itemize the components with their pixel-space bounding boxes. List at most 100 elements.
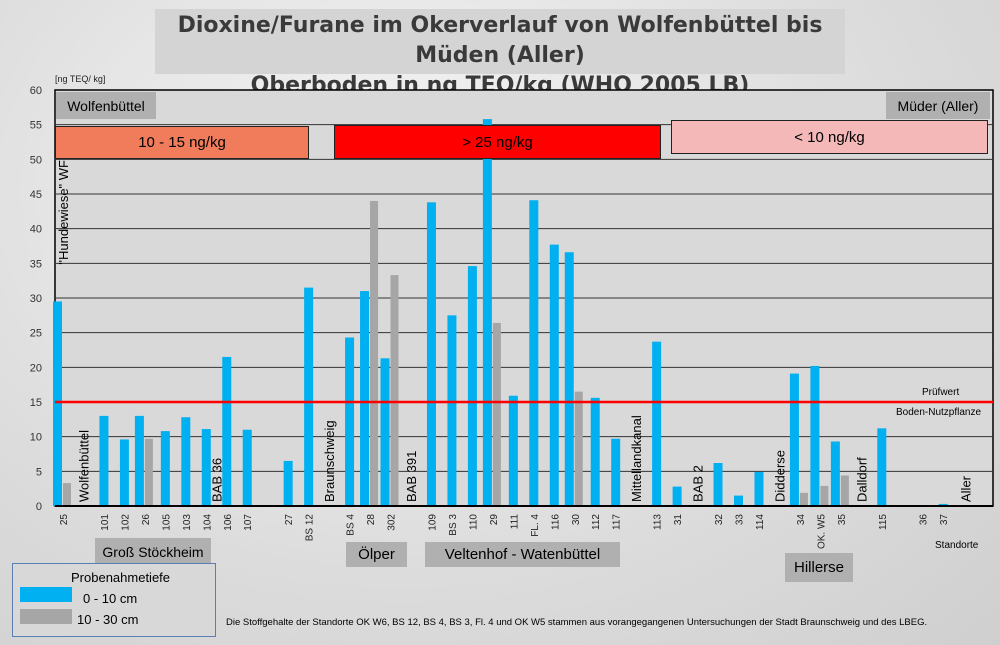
bar-0-10cm xyxy=(99,415,109,506)
region-text: Veltenhof - Watenbüttel xyxy=(444,546,601,563)
range-box-10-15: 10 - 15 ng/kg xyxy=(55,126,309,159)
bar-0-10cm xyxy=(734,495,744,506)
range-box-over-25: > 25 ng/kg xyxy=(334,125,661,159)
bar-0-10cm xyxy=(283,460,293,506)
bar-0-10cm xyxy=(672,486,682,506)
y-tick-label: 55 xyxy=(30,120,42,132)
legend-label-10-30: 10 - 30 cm xyxy=(77,612,139,627)
bar-0-10cm xyxy=(467,266,477,506)
x-tick-label: 32 xyxy=(714,514,725,526)
threshold-label-pruefwert: Prüfwert xyxy=(922,387,960,398)
bar-0-10cm xyxy=(482,119,492,507)
region-gross-stoeckheim: Groß Stöckheim xyxy=(95,538,211,565)
y-tick-label: 35 xyxy=(30,258,42,270)
bar-0-10cm xyxy=(380,358,390,506)
x-tick-label: BS 4 xyxy=(346,514,357,536)
x-tick-label: 109 xyxy=(427,514,438,531)
bar-0-10cm xyxy=(53,301,62,506)
y-tick-label: 30 xyxy=(30,293,42,305)
bar-0-10cm xyxy=(447,315,457,506)
range-label: > 25 ng/kg xyxy=(462,133,533,151)
bar-0-10cm xyxy=(181,417,191,506)
region-label-wolfenbuettel: Wolfenbüttel xyxy=(56,92,156,119)
bar-0-10cm xyxy=(201,429,211,506)
annotation-label: BAB 391 xyxy=(404,451,419,502)
title-line-1: Dioxine/Furane im Okerverlauf von Wolfen… xyxy=(177,13,823,68)
bar-0-10cm xyxy=(789,373,799,506)
bar-0-10cm xyxy=(242,429,252,506)
bar-0-10cm xyxy=(119,439,129,506)
y-tick-label: 10 xyxy=(30,432,42,444)
x-tick-label: 35 xyxy=(837,514,848,526)
x-tick-label: 33 xyxy=(735,514,746,526)
region-hillerse: Hillerse xyxy=(785,553,853,582)
region-top-left-text: Wolfenbüttel xyxy=(67,97,145,114)
legend-swatch-0-10 xyxy=(20,587,72,602)
annotation-label: Aller xyxy=(959,475,974,502)
y-tick-label: 5 xyxy=(36,466,42,478)
y-tick-label: 25 xyxy=(30,328,42,340)
x-tick-label: 101 xyxy=(100,514,111,531)
x-tick-label: BS 12 xyxy=(305,514,316,542)
bar-0-10cm xyxy=(134,415,144,506)
x-tick-label: OK. W5 xyxy=(816,514,827,549)
x-tick-label: 112 xyxy=(591,514,602,530)
y-tick-label: 15 xyxy=(30,397,42,409)
region-top-right-text: Müder (Aller) xyxy=(897,97,979,114)
x-tick-label: 27 xyxy=(284,514,295,526)
annotation-label: Mittellandkanal xyxy=(629,415,644,502)
bar-0-10cm xyxy=(830,441,840,506)
x-tick-label: 34 xyxy=(796,514,807,526)
bar-10-30cm xyxy=(574,391,583,506)
annotation-label: BAB 2 xyxy=(691,465,706,502)
x-tick-label: 36 xyxy=(919,514,930,526)
x-tick-label: 37 xyxy=(939,514,950,526)
bar-0-10cm xyxy=(529,200,539,507)
y-tick-label: 45 xyxy=(30,189,42,201)
region-text: Ölper xyxy=(358,546,395,563)
region-text: Hillerse xyxy=(793,559,844,576)
legend-swatch-10-30 xyxy=(20,609,72,624)
bar-0-10cm xyxy=(810,365,820,506)
bar-0-10cm xyxy=(160,431,170,506)
annotation-label: Wolfenbüttel xyxy=(76,430,91,502)
bar-10-30cm xyxy=(799,492,808,506)
bar-0-10cm xyxy=(360,291,370,506)
x-tick-label: 28 xyxy=(366,514,377,526)
region-veltenhof-watenbuettel: Veltenhof - Watenbüttel xyxy=(425,542,620,567)
y-tick-label: 60 xyxy=(30,85,42,97)
x-tick-label: 103 xyxy=(182,514,193,531)
x-tick-label: 106 xyxy=(223,514,234,531)
x-tick-label: 114 xyxy=(755,514,766,530)
x-tick-label: 115 xyxy=(878,514,889,530)
legend-title: Probenahmetiefe xyxy=(71,570,171,585)
x-tick-label: 110 xyxy=(468,514,479,530)
x-tick-label: 104 xyxy=(202,514,213,531)
y-tick-label: 50 xyxy=(30,154,42,166)
bar-10-30cm xyxy=(820,485,829,506)
range-label: < 10 ng/kg xyxy=(794,128,865,146)
annotation-label: Didderse xyxy=(772,450,787,502)
bar-0-10cm xyxy=(590,397,600,506)
bar-0-10cm xyxy=(564,252,574,506)
bar-0-10cm xyxy=(508,395,518,506)
bar-10-30cm xyxy=(63,483,71,506)
x-tick-label: 111 xyxy=(509,514,520,530)
x-tick-label: 102 xyxy=(120,514,131,531)
y-tick-label: 40 xyxy=(30,224,42,236)
x-tick-label: 113 xyxy=(653,514,664,530)
bar-0-10cm xyxy=(754,472,764,506)
x-tick-label: 117 xyxy=(612,514,623,530)
x-tick-label: 31 xyxy=(673,514,684,526)
x-axis-label: Standorte xyxy=(935,540,979,551)
x-tick-label: 116 xyxy=(550,514,561,530)
legend-label-0-10: 0 - 10 cm xyxy=(83,591,138,606)
annotation-label: BAB 36 xyxy=(210,458,225,502)
annotation-label: Braunschweig xyxy=(322,420,337,502)
region-label-mueden: Müder (Aller) xyxy=(886,92,990,119)
y-axis-label: [ng TEQ/ kg] xyxy=(55,74,105,84)
bar-10-30cm xyxy=(370,200,379,506)
x-tick-label: 26 xyxy=(141,514,152,526)
